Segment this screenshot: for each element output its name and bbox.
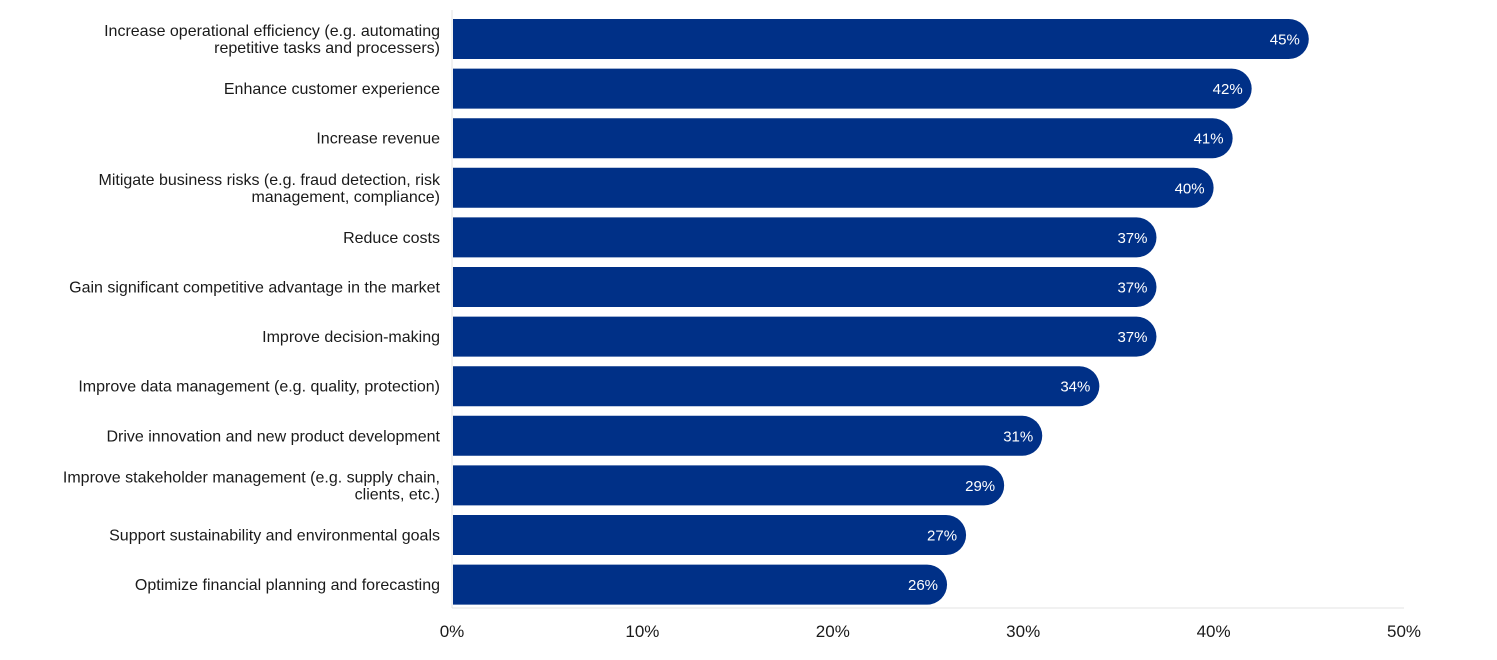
x-tick-label: 0% <box>440 622 465 641</box>
category-label-line: Gain significant competitive advantage i… <box>69 280 440 297</box>
category-label-line: Improve stakeholder management (e.g. sup… <box>63 469 440 486</box>
category-label-line: Improve decision-making <box>262 329 440 346</box>
bar-value-label: 42% <box>1213 81 1243 98</box>
category-label: Improve decision-making <box>262 329 440 346</box>
category-label-line: repetitive tasks and processers) <box>214 40 440 57</box>
bar <box>453 465 1005 506</box>
category-label-line: Mitigate business risks (e.g. fraud dete… <box>99 172 441 189</box>
category-label: Improve stakeholder management (e.g. sup… <box>63 469 440 503</box>
bar <box>453 316 1157 357</box>
category-label-line: Increase operational efficiency (e.g. au… <box>104 23 440 40</box>
bar <box>453 167 1214 208</box>
category-label-line: Increase revenue <box>316 131 440 148</box>
category-label-line: Reduce costs <box>343 230 440 247</box>
bar-value-label: 34% <box>1060 379 1090 396</box>
x-tick-label: 30% <box>1006 622 1040 641</box>
category-label-line: Optimize financial planning and forecast… <box>135 577 440 594</box>
bar-value-label: 45% <box>1270 32 1300 49</box>
category-label: Enhance customer experience <box>224 81 440 98</box>
bar <box>453 267 1157 307</box>
x-tick-label: 10% <box>625 622 659 641</box>
category-label: Reduce costs <box>343 230 440 247</box>
category-label-line: Drive innovation and new product develop… <box>106 428 440 445</box>
bar-value-label: 29% <box>965 478 995 495</box>
category-label-line: Support sustainability and environmental… <box>109 528 440 545</box>
bar-value-label: 40% <box>1175 180 1205 197</box>
bar <box>453 415 1043 456</box>
category-label: Gain significant competitive advantage i… <box>69 280 440 297</box>
bar <box>453 217 1157 258</box>
category-label: Support sustainability and environmental… <box>109 528 440 545</box>
bar-value-label: 31% <box>1003 428 1033 445</box>
x-tick-label: 20% <box>816 622 850 641</box>
x-tick-label: 40% <box>1197 622 1231 641</box>
bar-value-label: 41% <box>1194 131 1224 148</box>
category-label: Improve data management (e.g. quality, p… <box>78 379 440 396</box>
bar-value-label: 26% <box>908 577 938 594</box>
category-label: Mitigate business risks (e.g. fraud dete… <box>99 172 441 206</box>
category-label: Increase revenue <box>316 131 440 148</box>
bar <box>453 19 1309 59</box>
category-label: Drive innovation and new product develop… <box>106 428 440 445</box>
bar <box>453 564 948 605</box>
category-label-line: Enhance customer experience <box>224 81 440 98</box>
category-label-line: clients, etc.) <box>355 486 440 503</box>
category-label: Optimize financial planning and forecast… <box>135 577 440 594</box>
category-label-line: Improve data management (e.g. quality, p… <box>78 379 440 396</box>
bar <box>453 366 1100 407</box>
bar <box>453 68 1252 109</box>
bar <box>453 118 1233 159</box>
category-label-line: management, compliance) <box>251 189 440 206</box>
x-tick-label: 50% <box>1387 622 1421 641</box>
bar-value-label: 37% <box>1117 329 1147 346</box>
bar-value-label: 27% <box>927 528 957 545</box>
bar <box>453 515 967 555</box>
bar-value-label: 37% <box>1117 280 1147 297</box>
bars-layer: 45% Increase operational efficiency (e.g.… <box>63 19 1309 605</box>
bar-value-label: 37% <box>1117 230 1147 247</box>
x-axis: 0% 10% 20% 30% 40% 50% <box>440 10 1421 641</box>
category-label: Increase operational efficiency (e.g. au… <box>104 23 440 57</box>
